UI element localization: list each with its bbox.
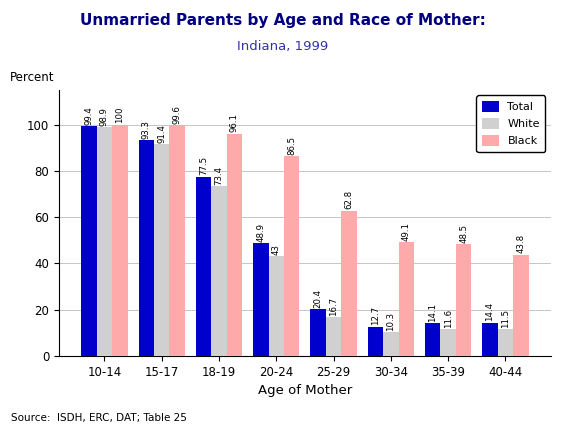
Text: 99.6: 99.6 [173, 105, 182, 124]
Text: 93.3: 93.3 [142, 120, 151, 139]
Text: 91.4: 91.4 [157, 124, 166, 143]
Bar [196, 177, 211, 356]
Bar [268, 256, 284, 356]
Bar [154, 144, 169, 356]
Text: 43: 43 [272, 244, 281, 255]
Text: Source:  ISDH, ERC, DAT; Table 25: Source: ISDH, ERC, DAT; Table 25 [11, 413, 187, 423]
Bar [482, 323, 498, 356]
Text: 14.1: 14.1 [428, 303, 437, 322]
Text: 20.4: 20.4 [314, 289, 323, 308]
Bar [425, 323, 440, 356]
Bar [398, 242, 414, 356]
Text: 11.6: 11.6 [444, 309, 453, 328]
Text: 49.1: 49.1 [402, 222, 411, 241]
Text: 96.1: 96.1 [230, 113, 239, 132]
Text: 43.8: 43.8 [516, 234, 525, 253]
Bar [112, 125, 128, 356]
Text: 99.4: 99.4 [84, 106, 93, 125]
Bar [284, 156, 299, 356]
Text: 62.8: 62.8 [345, 190, 354, 210]
Bar [383, 332, 398, 356]
Text: 86.5: 86.5 [288, 136, 296, 155]
Bar [456, 244, 471, 356]
X-axis label: Age of Mother: Age of Mother [258, 384, 352, 397]
Text: 14.4: 14.4 [486, 302, 495, 321]
Text: 16.7: 16.7 [329, 297, 338, 316]
Bar [253, 243, 268, 356]
Text: Percent: Percent [10, 71, 54, 85]
Bar [227, 133, 242, 356]
Bar [211, 186, 227, 356]
Text: 100: 100 [115, 107, 125, 123]
Text: 73.4: 73.4 [215, 166, 224, 185]
Legend: Total, White, Black: Total, White, Black [476, 95, 546, 152]
Bar [82, 126, 97, 356]
Bar [310, 309, 326, 356]
Bar [368, 326, 383, 356]
Text: Unmarried Parents by Age and Race of Mother:: Unmarried Parents by Age and Race of Mot… [80, 13, 486, 28]
Bar [139, 140, 154, 356]
Text: 11.5: 11.5 [501, 309, 510, 328]
Text: Indiana, 1999: Indiana, 1999 [237, 40, 329, 54]
Text: 12.7: 12.7 [371, 306, 380, 326]
Text: 48.9: 48.9 [256, 223, 265, 242]
Bar [440, 329, 456, 356]
Bar [169, 125, 185, 356]
Bar [97, 127, 112, 356]
Text: 10.3: 10.3 [387, 312, 396, 331]
Text: 98.9: 98.9 [100, 107, 109, 126]
Bar [326, 317, 341, 356]
Bar [513, 255, 529, 356]
Bar [498, 329, 513, 356]
Text: 48.5: 48.5 [459, 224, 468, 243]
Text: 77.5: 77.5 [199, 156, 208, 176]
Bar [341, 211, 357, 356]
